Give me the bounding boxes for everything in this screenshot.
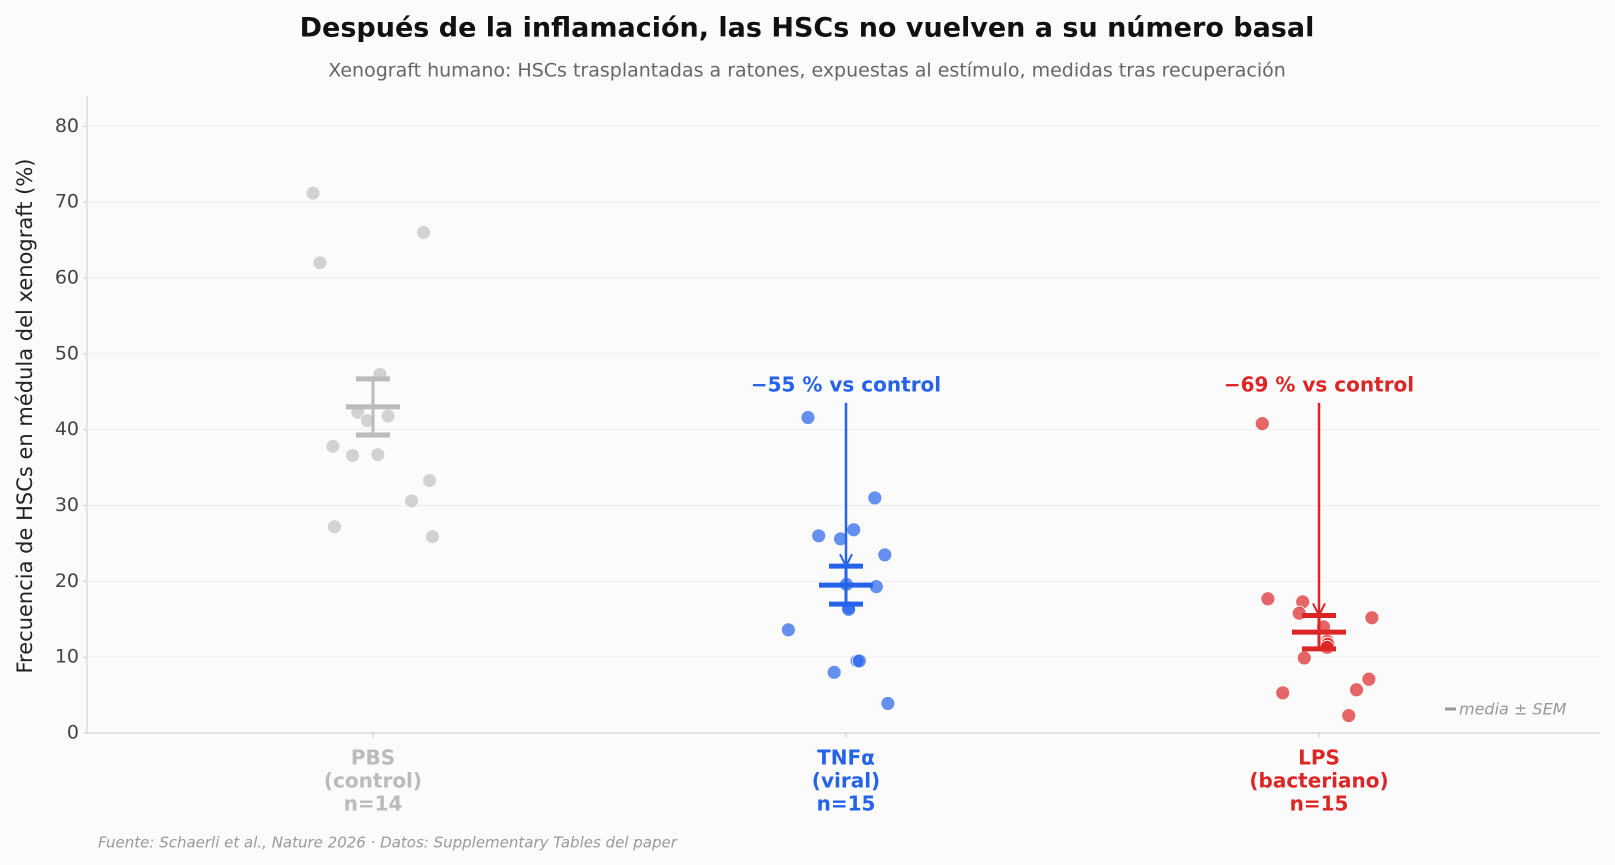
y-axis-label: Frecuencia de HSCs en médula del xenogra… [13,158,37,673]
data-point [325,438,341,454]
annotation: −55 % vs control [751,372,941,396]
data-point [826,664,842,680]
y-tick-label: 50 [55,342,79,364]
y-tick-label: 40 [55,418,79,440]
data-point [867,490,883,506]
legend-label: media ± SEM [1459,700,1567,719]
data-point [877,547,893,563]
data-point [1260,591,1276,607]
data-point [1296,650,1312,666]
data-point [370,447,386,463]
data-point [780,622,796,638]
annotation: −69 % vs control [1224,372,1414,396]
chart-subtitle: Xenograft humano: HSCs trasplantadas a r… [328,60,1286,82]
data-point [800,410,816,425]
source-note: Fuente: Schaerli et al., Nature 2026 · D… [98,834,678,852]
data-point [1275,685,1291,701]
y-tick-label: 20 [55,570,79,592]
data-point [422,473,437,488]
data-point [416,225,432,240]
y-tick-label: 80 [55,115,79,137]
x-tick-label: n=15 [1290,792,1349,816]
chart-title: Después de la inflamación, las HSCs no v… [300,13,1315,44]
data-point [327,519,342,535]
x-tick-label: n=15 [817,792,876,816]
y-tick-label: 70 [55,191,79,213]
data-point [1341,708,1357,723]
data-point [404,493,419,509]
x-tick-label: TNFα [817,746,875,770]
annotation-arrowhead [839,553,853,569]
y-tick-label: 30 [55,494,79,516]
data-point [345,448,360,463]
data-point [851,653,867,669]
x-tick-label: (control) [324,769,422,793]
data-point [846,522,862,538]
x-tick-label: (bacteriano) [1249,769,1388,793]
y-tick-label: 0 [67,722,79,744]
data-point [1349,682,1364,698]
x-tick-label: PBS [351,746,395,770]
data-point [880,696,896,711]
x-tick-label: n=14 [344,792,403,816]
y-tick-label: 60 [55,267,79,289]
data-point [1254,416,1270,432]
data-point [811,528,827,544]
x-tick-label: (viral) [812,769,880,793]
data-point [1361,671,1377,687]
data-point [1364,610,1380,626]
data-point [312,255,328,271]
annotation-arrowhead [1312,603,1326,618]
data-point [380,408,396,424]
x-tick-label: LPS [1298,746,1340,770]
data-point [833,531,848,547]
y-tick-label: 10 [55,646,79,668]
data-point [425,529,440,544]
data-point [305,185,321,201]
